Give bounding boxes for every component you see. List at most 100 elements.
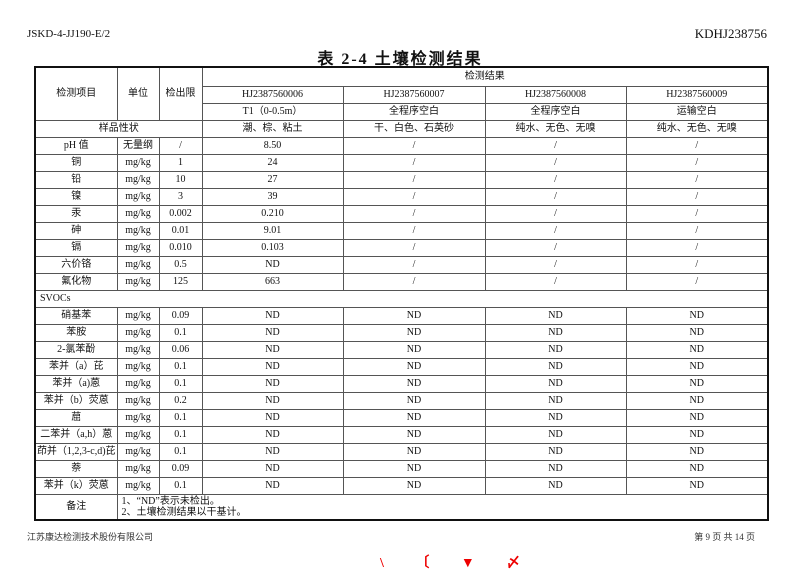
result-value: / [484,188,627,206]
result-value: ND [625,324,769,342]
company-name: 江苏康达检测技术股份有限公司 [27,532,154,542]
result-value: / [484,154,627,172]
unit: mg/kg [116,375,160,393]
results-table: 检测项目 单位 检出限 检测结果 HJ2387560006 HJ23875600… [34,66,769,521]
result-value: 0.210 [201,205,344,223]
sample-state: 纯水、无色、无嗅 [484,120,627,138]
analyte-name: 六价铬 [34,256,118,274]
result-value: ND [625,443,769,461]
table-row: 铜 mg/kg 1 24// / [34,154,769,172]
result-value: ND [342,307,486,325]
result-value: ND [625,460,769,478]
analyte-name: pH 值 [34,137,118,155]
result-value: ND [484,426,627,444]
result-value: ND [625,426,769,444]
result-value: / [484,137,627,155]
table-row: 六价铬 mg/kg 0.5 ND / / / [34,256,769,274]
analyte-name: 铅 [34,171,118,189]
result-value: ND [484,358,627,376]
red-seal-fragment: \ 〔 ▼ 〆 [380,556,535,571]
table-row: 䓛 mg/kg 0.1 ND ND ND ND [34,409,769,427]
analyte-name: 汞 [34,205,118,223]
unit: mg/kg [116,239,160,257]
table-row: 苯并（a)蒽 mg/kg 0.1 ND ND ND ND [34,375,769,393]
analyte-name: 苯并（a)蒽 [34,375,118,393]
analyte-name: 镉 [34,239,118,257]
result-value: ND [625,477,769,495]
result-value: ND [201,375,344,393]
result-value: / [342,205,486,223]
sample-id: HJ2387560008 [484,86,627,104]
header-item: 检测项目 [34,66,118,121]
unit: mg/kg [116,205,160,223]
unit: mg/kg [116,222,160,240]
page-number: 第 9 页 共 14 页 [694,532,755,542]
result-value: ND [201,409,344,427]
analyte-name: 铜 [34,154,118,172]
analyte-name: 二苯并（a,h）蒽 [34,426,118,444]
unit: mg/kg [116,154,160,172]
sample-point: 全程序空白 [484,103,627,121]
table-row: 苯并（a）芘 mg/kg 0.1 ND ND ND ND [34,358,769,376]
table-row: 茚并（1,2,3-c,d)芘 mg/kg 0.1 ND ND ND ND [34,443,769,461]
table-row: 2-氯苯酚 mg/kg 0.06 ND ND ND ND [34,341,769,359]
header-limit: 检出限 [158,66,203,121]
result-value: 0.103 [201,239,344,257]
table-row: 镉 mg/kg 0.010 0.103// / [34,239,769,257]
result-value: ND [625,358,769,376]
result-value: ND [625,409,769,427]
notes: 1、“ND”表示未检出。 2、土壤检测结果以干基计。 [116,494,769,521]
detection-limit: 0.1 [158,375,203,393]
analyte-name: 镍 [34,188,118,206]
sample-point: 全程序空白 [342,103,486,121]
result-value: / [625,273,769,291]
result-value: ND [484,307,627,325]
notes-label: 备注 [34,494,118,521]
unit: mg/kg [116,409,160,427]
unit: mg/kg [116,171,160,189]
sample-point: 运输空白 [625,103,769,121]
result-value: 9.01 [201,222,344,240]
result-value: ND [625,307,769,325]
result-value: ND [342,443,486,461]
detection-limit: 1 [158,154,203,172]
sample-state: 干、白色、石英砂 [342,120,486,138]
analyte-name: 2-氯苯酚 [34,341,118,359]
result-value: / [342,256,486,274]
result-value: ND [201,460,344,478]
result-value: / [484,256,627,274]
table-row: 氟化物 mg/kg 125 663// / [34,273,769,291]
table-row: pH 值无量纲/8.50// / [34,137,769,155]
result-value: ND [484,460,627,478]
sample-id: HJ2387560009 [625,86,769,104]
result-value: ND [201,443,344,461]
result-value: 24 [201,154,344,172]
header-unit: 单位 [116,66,160,121]
table-row: 硝基苯 mg/kg 0.09 ND ND ND ND [34,307,769,325]
unit: mg/kg [116,341,160,359]
result-value: / [484,205,627,223]
result-value: ND [484,392,627,410]
unit: mg/kg [116,358,160,376]
detection-limit: 0.5 [158,256,203,274]
group-row: SVOCs [34,290,769,308]
result-value: / [342,137,486,155]
detection-limit: 0.010 [158,239,203,257]
result-value: ND [342,477,486,495]
unit: mg/kg [116,460,160,478]
analyte-name: 硝基苯 [34,307,118,325]
result-value: ND [342,392,486,410]
result-value: ND [484,443,627,461]
result-value: ND [201,426,344,444]
doc-code: JSKD-4-JJ190-E/2 [27,28,111,40]
table-row: 镍 mg/kg 3 39// / [34,188,769,206]
detection-limit: 10 [158,171,203,189]
result-value: / [342,188,486,206]
result-value: 39 [201,188,344,206]
sample-id: HJ2387560007 [342,86,486,104]
result-value: ND [201,392,344,410]
result-value: / [342,222,486,240]
table-row: 苯胺 mg/kg 0.1 ND ND ND ND [34,324,769,342]
result-value: ND [201,341,344,359]
unit: mg/kg [116,307,160,325]
